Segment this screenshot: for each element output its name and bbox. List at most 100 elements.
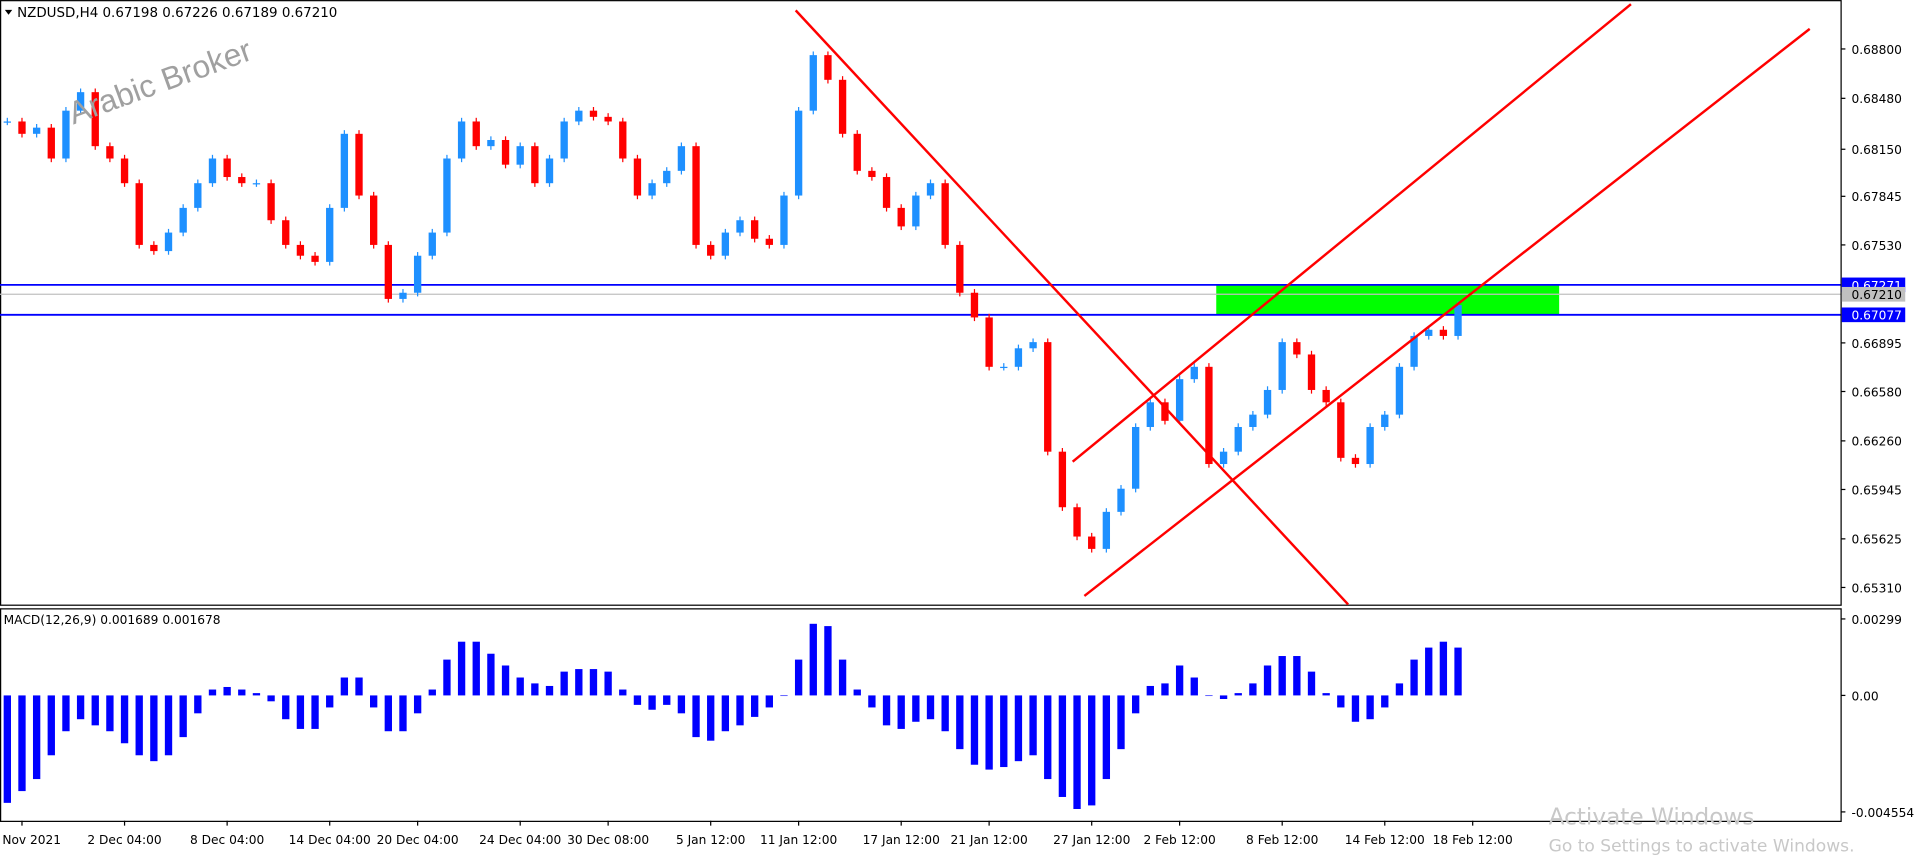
histogram-bar bbox=[76, 695, 85, 720]
histogram-bar bbox=[663, 695, 671, 705]
x-tick-label: 30 Dec 08:00 bbox=[567, 833, 649, 847]
histogram-bar bbox=[1425, 647, 1433, 696]
os-overlay-title: Activate Windows bbox=[1549, 803, 1755, 830]
candle bbox=[868, 170, 876, 178]
candle bbox=[472, 121, 480, 147]
candle bbox=[560, 121, 568, 159]
y-tick-label: 0.66580 bbox=[1851, 385, 1901, 399]
candle bbox=[1029, 342, 1037, 349]
histogram-bar bbox=[1131, 695, 1140, 714]
histogram-bar bbox=[399, 695, 407, 732]
x-tick-label: 20 Dec 04:00 bbox=[377, 833, 459, 847]
histogram-bar bbox=[1014, 695, 1023, 762]
candle bbox=[3, 121, 11, 123]
candle bbox=[1351, 457, 1360, 465]
candle bbox=[120, 158, 129, 184]
x-tick-label: 27 Jan 12:00 bbox=[1053, 833, 1130, 847]
histogram-bar bbox=[1234, 693, 1242, 696]
candle bbox=[62, 110, 70, 159]
candle bbox=[91, 92, 99, 147]
histogram-bar bbox=[1381, 695, 1389, 708]
candle bbox=[707, 244, 715, 256]
candle bbox=[1000, 366, 1008, 369]
candle bbox=[633, 158, 642, 196]
histogram-bar bbox=[18, 695, 26, 792]
histogram-bar bbox=[721, 695, 730, 732]
histogram-bar bbox=[897, 695, 905, 729]
histogram-bar bbox=[443, 659, 451, 696]
candle bbox=[1044, 342, 1052, 452]
candle bbox=[1395, 366, 1404, 415]
histogram-bar bbox=[340, 677, 349, 696]
menu-arrow bbox=[4, 9, 13, 15]
histogram-bar bbox=[194, 695, 202, 714]
candle bbox=[809, 55, 817, 111]
histogram-bar bbox=[1351, 695, 1360, 722]
candle bbox=[311, 255, 319, 262]
candle bbox=[794, 110, 803, 196]
histogram-bar bbox=[1410, 659, 1418, 696]
candle bbox=[838, 79, 847, 134]
candle bbox=[575, 110, 583, 122]
histogram-bar bbox=[985, 695, 993, 770]
candle bbox=[296, 244, 305, 256]
candle bbox=[384, 244, 392, 299]
candle bbox=[32, 127, 41, 134]
candle bbox=[1263, 389, 1272, 415]
histogram-bar bbox=[413, 695, 422, 714]
histogram-bar bbox=[970, 695, 979, 765]
histogram-bar bbox=[677, 695, 686, 714]
histogram-bar bbox=[384, 695, 392, 732]
candle bbox=[824, 55, 832, 80]
histogram-bar bbox=[794, 659, 803, 696]
candle bbox=[457, 121, 466, 159]
y-tick-label: 0.67845 bbox=[1851, 190, 1901, 204]
histogram-bar bbox=[1058, 695, 1067, 797]
histogram-bar bbox=[282, 695, 290, 720]
candle bbox=[663, 170, 671, 184]
histogram-bar bbox=[589, 669, 598, 696]
x-tick-label: 8 Dec 04:00 bbox=[190, 833, 264, 847]
x-tick-label: 21 Jan 12:00 bbox=[950, 833, 1027, 847]
histogram-bar bbox=[457, 641, 466, 696]
histogram-bar bbox=[326, 695, 334, 708]
x-tick-label: 24 Dec 04:00 bbox=[479, 833, 561, 847]
candle bbox=[780, 195, 788, 245]
candle bbox=[765, 238, 773, 245]
candle bbox=[956, 244, 964, 293]
candle bbox=[1088, 536, 1096, 549]
histogram-bar bbox=[120, 695, 129, 744]
y-tick-label: -0.004554 bbox=[1851, 806, 1914, 820]
histogram-bar bbox=[1307, 671, 1316, 696]
candle bbox=[1146, 402, 1154, 427]
candle bbox=[238, 177, 246, 184]
os-overlay-subtitle: Go to Settings to activate Windows. bbox=[1549, 836, 1855, 855]
level-label: 0.67210 bbox=[1851, 288, 1901, 302]
background-layer bbox=[0, 283, 1841, 316]
y-tick-label: 0.68480 bbox=[1851, 92, 1901, 106]
candle bbox=[501, 139, 510, 165]
macd-panel-frame bbox=[0, 608, 1842, 822]
histogram-bar bbox=[736, 695, 744, 726]
y-tick-label: 0.68800 bbox=[1851, 43, 1901, 57]
x-tick-label: 18 Feb 12:00 bbox=[1433, 833, 1513, 847]
candle bbox=[1425, 329, 1433, 336]
histogram-bar bbox=[1029, 695, 1037, 756]
candle bbox=[1175, 379, 1184, 421]
candle bbox=[882, 177, 891, 208]
candle bbox=[164, 232, 173, 252]
macd-title: MACD(12,26,9) 0.001689 0.001678 bbox=[4, 613, 221, 627]
candle bbox=[1366, 426, 1374, 465]
histogram-bar bbox=[62, 695, 70, 732]
candle bbox=[1439, 329, 1448, 336]
level-label-box bbox=[1841, 286, 1906, 302]
candle bbox=[516, 146, 524, 165]
histogram-bar bbox=[853, 689, 861, 696]
candle bbox=[985, 317, 993, 367]
histogram-bar bbox=[1161, 683, 1169, 696]
candle bbox=[1293, 342, 1301, 355]
candle bbox=[282, 220, 290, 245]
candle bbox=[1131, 426, 1140, 489]
candle bbox=[545, 158, 554, 184]
